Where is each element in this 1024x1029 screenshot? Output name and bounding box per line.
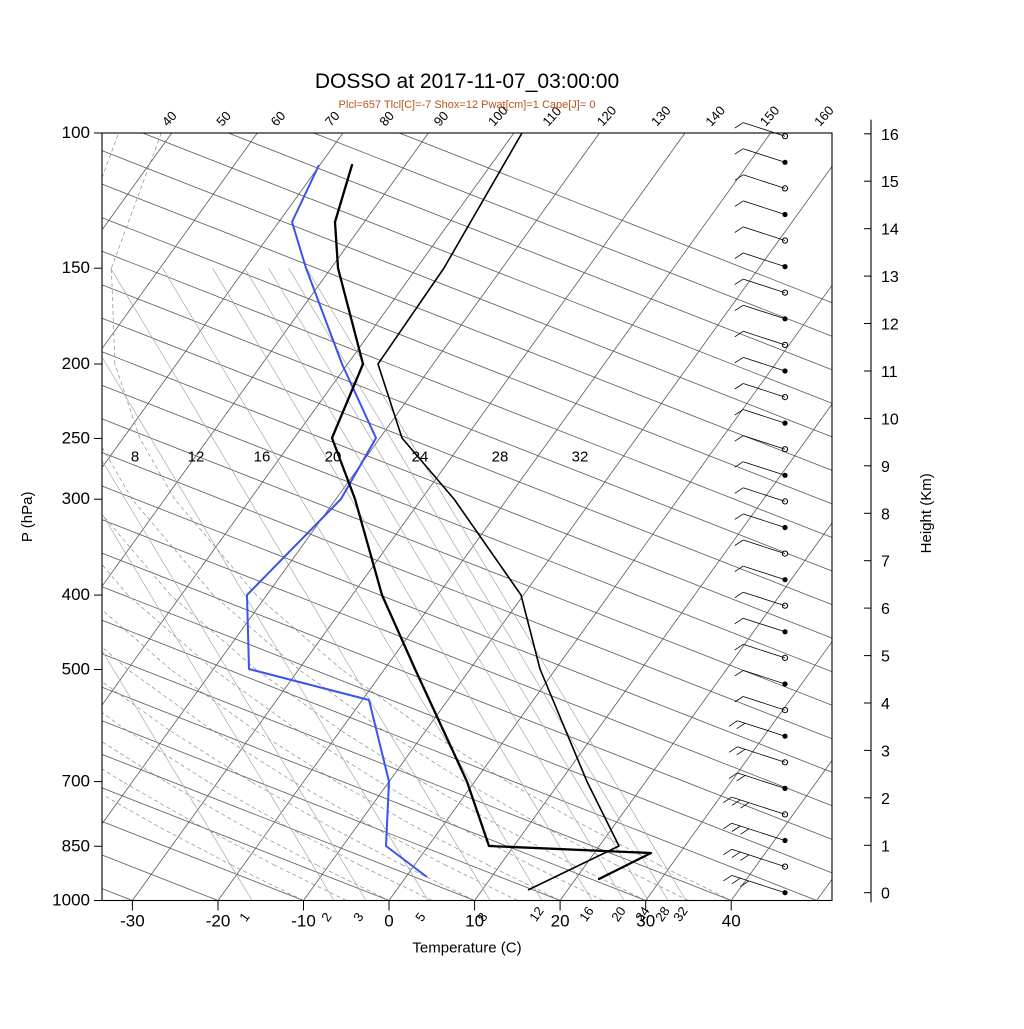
svg-text:13: 13 [881, 269, 899, 286]
svg-text:0: 0 [384, 912, 393, 931]
svg-text:-10: -10 [291, 912, 316, 931]
svg-text:P (hPa): P (hPa) [19, 492, 36, 543]
svg-text:15: 15 [881, 174, 899, 191]
svg-text:500: 500 [62, 660, 90, 679]
svg-text:400: 400 [62, 585, 90, 604]
svg-text:5: 5 [881, 649, 890, 666]
svg-text:Plcl=657 Tlcl[C]=-7 Shox=12 Pw: Plcl=657 Tlcl[C]=-7 Shox=12 Pwat[cm]=1 C… [339, 99, 596, 111]
svg-text:1: 1 [881, 838, 890, 855]
svg-text:1000: 1000 [52, 891, 90, 910]
svg-text:2: 2 [881, 791, 890, 808]
svg-text:12: 12 [188, 449, 205, 466]
svg-text:14: 14 [881, 222, 899, 239]
svg-text:DOSSO at 2017-11-07_03:00:00: DOSSO at 2017-11-07_03:00:00 [315, 70, 619, 93]
svg-text:150: 150 [62, 258, 90, 277]
svg-text:700: 700 [62, 772, 90, 791]
svg-text:9: 9 [881, 459, 890, 476]
svg-text:4: 4 [881, 696, 890, 713]
svg-text:40: 40 [722, 912, 741, 931]
svg-text:6: 6 [881, 601, 890, 618]
svg-text:11: 11 [881, 364, 898, 381]
svg-text:12: 12 [881, 317, 899, 334]
svg-text:-30: -30 [120, 912, 145, 931]
svg-text:250: 250 [62, 428, 90, 447]
svg-text:850: 850 [62, 836, 90, 855]
svg-text:28: 28 [492, 449, 509, 466]
svg-text:20: 20 [551, 912, 570, 931]
svg-text:200: 200 [62, 354, 90, 373]
svg-text:300: 300 [62, 489, 90, 508]
svg-text:-20: -20 [206, 912, 231, 931]
svg-text:8: 8 [881, 506, 890, 523]
svg-text:0: 0 [881, 886, 890, 903]
svg-text:Temperature (C): Temperature (C) [412, 940, 521, 957]
svg-text:32: 32 [572, 449, 589, 466]
svg-text:7: 7 [881, 554, 890, 571]
svg-text:3: 3 [881, 743, 890, 760]
svg-text:100: 100 [62, 123, 90, 142]
svg-text:Height (Km): Height (Km) [918, 473, 935, 553]
svg-text:16: 16 [881, 127, 899, 144]
svg-text:16: 16 [254, 449, 271, 466]
svg-text:8: 8 [131, 449, 139, 466]
svg-text:10: 10 [881, 411, 899, 428]
